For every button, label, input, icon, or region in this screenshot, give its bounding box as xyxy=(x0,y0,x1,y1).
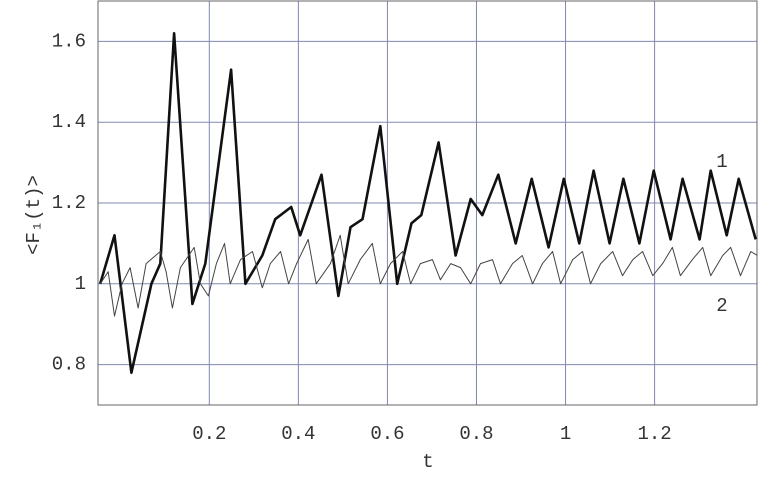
y-tick-label: 1 xyxy=(75,273,86,295)
data-line xyxy=(99,234,758,317)
x-tick-label: 1.2 xyxy=(637,423,671,445)
y-tick-label: 1.4 xyxy=(52,111,86,133)
series-label: 2 xyxy=(716,295,727,317)
data-line xyxy=(98,31,757,374)
x-tick-label: 0.6 xyxy=(370,423,404,445)
series-label: 1 xyxy=(716,151,727,173)
y-tick-label: 0.8 xyxy=(52,354,86,376)
x-tick-label: 0.4 xyxy=(281,423,315,445)
y-tick-label: 1.2 xyxy=(52,192,86,214)
y-tick-label: 1.6 xyxy=(52,30,86,52)
x-tick-label: 0.8 xyxy=(459,423,493,445)
y-axis-label: <F₁(t)> xyxy=(23,175,45,255)
x-axis-label: t xyxy=(422,451,433,473)
x-tick-label: 0.2 xyxy=(192,423,226,445)
plot-frame xyxy=(97,0,758,406)
x-tick-label: 1 xyxy=(560,423,571,445)
